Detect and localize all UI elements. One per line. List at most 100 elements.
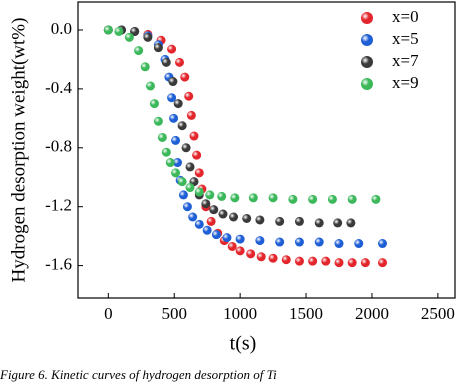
data-point [308, 194, 318, 204]
data-point [124, 32, 134, 42]
legend-marker [361, 12, 373, 24]
data-point [181, 143, 191, 153]
x-tick-label: 2000 [355, 304, 389, 323]
data-point [177, 177, 187, 187]
legend-label: x=7 [392, 51, 419, 70]
data-point [194, 187, 204, 197]
data-point [180, 72, 190, 82]
data-point [209, 205, 219, 215]
data-point [327, 194, 337, 204]
data-point [182, 202, 192, 212]
data-point [248, 193, 258, 203]
data-point [334, 239, 344, 249]
data-point [140, 62, 150, 72]
data-point [157, 132, 167, 142]
legend-label: x=0 [392, 7, 419, 26]
data-point [229, 212, 239, 222]
data-point [314, 237, 324, 247]
data-point [246, 249, 256, 259]
data-point [235, 234, 245, 244]
data-point [103, 25, 113, 35]
data-point [177, 121, 187, 131]
y-tick-label: 0.0 [51, 19, 72, 38]
data-point [146, 81, 155, 91]
x-tick-label: 0 [104, 304, 113, 323]
data-point [321, 256, 331, 266]
data-point [165, 158, 175, 168]
data-point [294, 237, 304, 247]
data-point [222, 233, 232, 243]
data-point [308, 256, 318, 266]
data-point [206, 216, 216, 226]
legend-marker [361, 34, 373, 46]
x-axis-label: t(s) [230, 333, 257, 355]
y-tick-label: -0.4 [45, 78, 72, 97]
y-tick-label: -1.6 [45, 255, 72, 274]
data-point [378, 258, 387, 268]
data-point [134, 46, 144, 56]
data-point [230, 193, 240, 203]
data-point [188, 212, 198, 222]
data-point [227, 241, 237, 251]
data-point [347, 194, 357, 204]
data-point [275, 237, 285, 247]
data-point [354, 239, 364, 249]
x-tick-label: 1000 [223, 304, 257, 323]
data-point [143, 32, 153, 42]
data-point [171, 135, 181, 145]
data-point [255, 215, 265, 225]
data-point [114, 26, 124, 36]
data-point [153, 116, 163, 126]
x-tick-label: 500 [161, 304, 187, 323]
data-point [294, 256, 304, 266]
data-point [173, 158, 183, 168]
data-point [192, 150, 202, 160]
data-point [184, 91, 194, 101]
y-tick-label: -1.2 [45, 196, 72, 215]
data-point [130, 26, 140, 36]
plot-frame [77, 1, 456, 299]
data-point [314, 218, 324, 228]
data-point [268, 253, 278, 263]
data-point [186, 110, 196, 120]
data-point [360, 258, 370, 268]
data-point [268, 193, 278, 203]
data-point [167, 44, 177, 54]
x-tick-label: 2500 [421, 304, 455, 323]
data-point [167, 93, 177, 103]
data-point [281, 255, 291, 265]
data-point [171, 168, 181, 178]
y-axis-label: Hydrogen desorption weight(wt%) [8, 18, 29, 283]
data-point [161, 147, 171, 157]
data-point [255, 236, 265, 246]
data-point [217, 191, 227, 201]
data-point [294, 216, 304, 226]
legend-label: x=5 [392, 29, 419, 48]
data-point [347, 258, 357, 268]
x-tick-label: 1500 [289, 304, 323, 323]
legend-marker [361, 78, 373, 90]
data-point [185, 183, 195, 193]
data-point [256, 252, 266, 262]
data-point [173, 99, 183, 109]
data-point [275, 216, 285, 226]
data-point [201, 199, 211, 209]
data-point [205, 190, 215, 200]
data-point [235, 246, 245, 256]
data-point [161, 57, 171, 67]
y-tick-label: -0.8 [45, 137, 72, 156]
legend-label: x=9 [392, 73, 419, 92]
data-point [178, 190, 188, 200]
data-point [346, 218, 356, 228]
data-point [211, 230, 221, 240]
data-point [202, 225, 212, 235]
data-point [242, 213, 252, 223]
data-point [334, 258, 344, 268]
data-point [175, 57, 184, 67]
data-point [169, 113, 179, 123]
data-point [168, 77, 178, 87]
data-point [333, 218, 343, 228]
data-point [149, 99, 159, 109]
legend-marker [361, 56, 373, 68]
data-point [189, 131, 199, 141]
